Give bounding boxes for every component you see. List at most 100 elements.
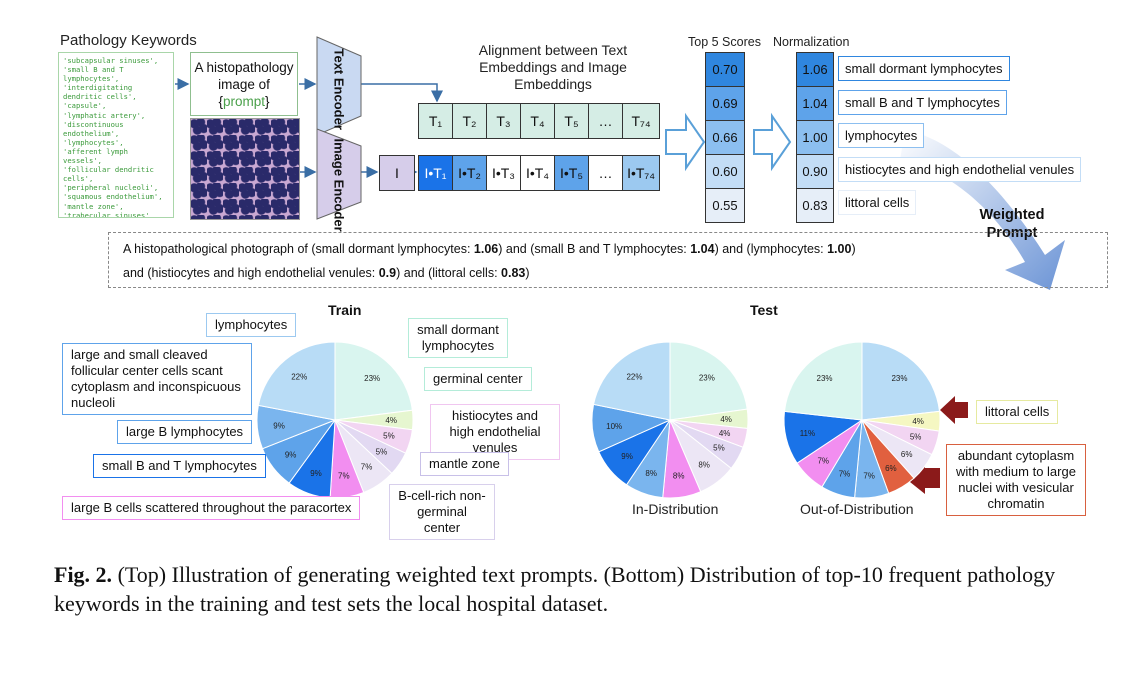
pie-slice-label: 4% [720, 415, 732, 424]
text-embedding-cell: T₇₄ [631, 113, 651, 129]
pie-slice-label: 4% [385, 416, 397, 425]
score-cell: 1.00 [797, 121, 833, 155]
keyword-line: 'lymphatic artery', [63, 110, 146, 120]
similarity-cell: I•T₅ [555, 156, 589, 190]
similarity-cell: I•T₁ [419, 156, 453, 190]
similarity-cell: I•T₄ [521, 156, 555, 190]
pie-slice-label: 22% [291, 373, 307, 382]
text-embedding-cell: T₂ [453, 104, 487, 138]
similarity-cell: … [589, 156, 623, 190]
norm-title: Normalization [773, 35, 850, 49]
keyword-line: 'follicular dendritic [63, 165, 154, 175]
pie-slice-label: 11% [800, 429, 815, 438]
score-cell: 0.70 [706, 53, 744, 87]
score-cell: 0.69 [706, 87, 744, 121]
pie-slice [669, 341, 748, 421]
pie-slice-label: 9% [273, 421, 285, 430]
keyword-line: 'capsule', [63, 101, 107, 111]
keyword-line: vessels', [63, 156, 102, 166]
text-embedding-cell: T₅ [555, 104, 589, 138]
pie-slice-label: 7% [817, 457, 829, 466]
label-lymphocytes: lymphocytes [206, 313, 297, 337]
keyword-label-box: small dormant lymphocytes [838, 56, 1010, 81]
text-encoder [316, 36, 362, 136]
label-large-b: large B lymphocytes [117, 420, 253, 444]
label-cleaved: large and small cleaved follicular cente… [62, 343, 252, 415]
keyword-label-box: littoral cells [838, 190, 917, 215]
pie-slice-label: 23% [891, 374, 907, 383]
pie-slice-label: 5% [713, 444, 725, 453]
text-embedding-cell: T₄ [521, 104, 555, 138]
pie-slice-label: 7% [863, 472, 875, 481]
pie-slice-label: 10% [606, 422, 622, 431]
text-embedding-row: T₁ T₂ T₃ T₄ T₅… T₇₄ [418, 103, 660, 139]
pie-slice-label: 7% [839, 469, 851, 478]
similarity-cell: I•T₂ [453, 156, 487, 190]
keyword-label-box: histiocytes and high endothelial venules [838, 156, 1082, 182]
label-mantle: mantle zone [420, 452, 509, 476]
score-cell: 0.90 [797, 155, 833, 189]
pie-slice [257, 341, 336, 421]
score-cell: 1.04 [797, 87, 833, 121]
keyword-label-box: lymphocytes [838, 123, 925, 148]
top5-title: Top 5 Scores [688, 35, 761, 49]
pie-slice [334, 341, 413, 421]
prompt-template: A histopathology image of {prompt} [190, 52, 298, 116]
label-dormant: small dormant lymphocytes [408, 318, 508, 358]
keyword-line: 'trabecular sinuses', [63, 210, 154, 218]
weighted-prompt-title: Weighted Prompt [979, 207, 1045, 241]
score-cell: 0.83 [797, 189, 833, 223]
keyword-line: 'lymphocytes', [63, 137, 124, 147]
keyword-line: 'interdigitating [63, 83, 133, 93]
pie-slice-label: 22% [626, 372, 642, 381]
pie-slice-label: 7% [338, 471, 350, 480]
keyword-line: 'squamous endothelium', [63, 192, 163, 202]
label-abundant: abundant cytoplasm with medium to large … [946, 444, 1086, 516]
similarity-cell: I•T₃ [487, 156, 521, 190]
out-distribution-label: Out-of-Distribution [800, 501, 914, 517]
pie-slice-label: 23% [699, 374, 715, 383]
pie-slice-label: 9% [310, 469, 322, 478]
image-embedding-box: I [379, 155, 415, 191]
keyword-line: 'discontinuous [63, 119, 124, 129]
pie-slice-label: 7% [361, 462, 373, 471]
in-distribution-label: In-Distribution [632, 501, 719, 517]
pie-slice-label: 5% [383, 432, 395, 441]
keyword-line: 'mantle zone', [63, 201, 124, 211]
pie-slice-label: 8% [698, 461, 710, 470]
label-large-b-cells: large B cells scattered throughout the p… [62, 496, 361, 520]
pie-slice-label: 9% [621, 452, 633, 461]
score-cell: 0.66 [706, 121, 744, 155]
pie-slice-label: 23% [364, 374, 380, 383]
pie-slice [861, 341, 941, 421]
score-cell: 1.06 [797, 53, 833, 87]
pie-slice-label: 9% [285, 450, 297, 459]
score-cell: 0.60 [706, 155, 744, 189]
keyword-line: 'afferent lymph [63, 146, 128, 156]
similarity-cell: I•T₇₄ [623, 156, 659, 190]
pie-slice [783, 341, 863, 421]
big-arrow-1 [665, 112, 706, 172]
similarity-row: I•T₁ I•T₂ I•T₃ I•T₄ I•T₅… I•T₇₄ [418, 155, 660, 191]
pie-slice-label: 4% [719, 429, 731, 438]
keyword-line: lymphocytes', [63, 74, 120, 84]
keyword-label-box: small B and T lymphocytes [838, 89, 1007, 115]
train-title: Train [328, 302, 362, 318]
keyword-line: dendritic cells', [63, 92, 137, 102]
pie-slice-label: 6% [885, 464, 897, 473]
pie-slice-label: 6% [901, 450, 913, 459]
pie-slice-label: 5% [376, 448, 388, 457]
pie-slice [592, 341, 671, 421]
label-germinal: germinal center [424, 367, 532, 391]
text-embedding-cell: … [589, 104, 623, 138]
keyword-line: cells', [63, 174, 94, 184]
keyword-line: 'small B and T [63, 65, 124, 75]
image-encoder [316, 128, 362, 220]
text-embedding-cell: T₁ [419, 104, 453, 138]
label-histio: histiocytes and high endothelial venules [430, 404, 560, 460]
abundant-arrow [905, 462, 940, 494]
pie-slice-label: 8% [673, 471, 685, 480]
pie-slice-label: 8% [645, 469, 657, 478]
